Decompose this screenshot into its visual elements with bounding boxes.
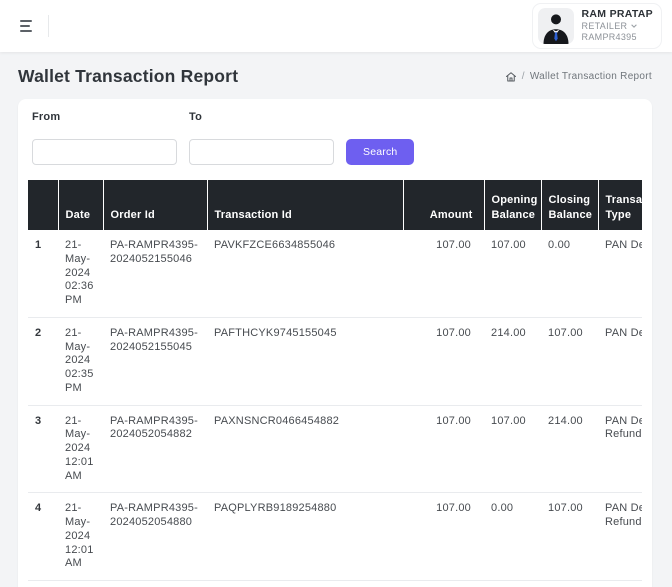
cell-sno: 4	[28, 492, 58, 581]
col-order-id: Order Id	[102, 180, 207, 230]
col-sno	[28, 180, 58, 230]
table-row: 1 21-May-2024 02:36 PM PA-RAMPR4395-2024…	[28, 230, 642, 318]
cell-transaction-id: PAXNSNCR0466454882	[207, 405, 403, 494]
cell-transaction-id: PAVKFZCE6634855046	[207, 230, 403, 318]
filter-bar: From To Search	[28, 111, 642, 165]
from-date-input[interactable]	[32, 139, 177, 165]
cell-opening-balance: 107.00	[484, 405, 541, 494]
cell-closing-balance: 107.00	[541, 492, 598, 581]
cell-date: 21-May-2024 12:01 AM	[58, 405, 103, 494]
cell-amount: 107.00	[403, 492, 484, 581]
cell-amount: 107.00	[403, 405, 484, 494]
to-date-input[interactable]	[189, 139, 334, 165]
cell-transaction-id: PAFTHCYK9745155045	[207, 317, 403, 406]
page-header: Wallet Transaction Report / Wallet Trans…	[0, 52, 672, 97]
menu-icon[interactable]	[18, 16, 34, 36]
avatar	[537, 8, 574, 44]
col-closing-balance: Closing Balance	[540, 180, 598, 230]
cell-date: 21-May-2024 12:01 AM	[58, 492, 103, 581]
report-card: From To Search Date Order Id Transaction…	[18, 99, 652, 587]
breadcrumb-separator: /	[521, 71, 525, 82]
breadcrumb-current: Wallet Transaction Report	[529, 71, 652, 82]
cell-opening-balance: 0.00	[484, 492, 541, 581]
user-id: RAMPR4395	[581, 32, 637, 43]
cell-order-id: PA-RAMPR4395-2024052155045	[103, 317, 207, 406]
cell-date: 21-May-2024 02:35 PM	[58, 317, 103, 406]
cell-transaction-type: PAN Debit Refund	[598, 405, 642, 494]
top-bar: RAM PRATAP RETAILER RAMPR4395	[0, 0, 672, 52]
cell-order-id: PA-RAMPR4395-2024052155046	[103, 230, 207, 318]
transactions-table-wrapper[interactable]: Date Order Id Transaction Id Amount Open…	[28, 180, 642, 581]
table-row: 2 21-May-2024 02:35 PM PA-RAMPR4395-2024…	[28, 317, 642, 406]
cell-sno: 2	[28, 317, 58, 406]
cell-sno: 1	[28, 230, 58, 318]
cell-closing-balance: 214.00	[541, 405, 598, 494]
cell-opening-balance: 107.00	[484, 230, 541, 318]
search-button[interactable]: Search	[346, 139, 415, 165]
cell-transaction-type: PAN Debit Refund	[598, 492, 642, 581]
cell-opening-balance: 214.00	[484, 317, 541, 406]
col-amount: Amount	[402, 180, 484, 230]
page-title: Wallet Transaction Report	[18, 66, 239, 86]
cell-closing-balance: 107.00	[541, 317, 598, 406]
home-icon[interactable]	[505, 71, 517, 83]
cell-sno: 3	[28, 405, 58, 494]
cell-transaction-type: PAN Debit	[598, 317, 642, 406]
table-row: 4 21-May-2024 12:01 AM PA-RAMPR4395-2024…	[28, 492, 642, 581]
breadcrumb: / Wallet Transaction Report	[505, 71, 652, 83]
cell-closing-balance: 0.00	[541, 230, 598, 318]
cell-amount: 107.00	[403, 230, 484, 318]
transactions-table: Date Order Id Transaction Id Amount Open…	[28, 180, 642, 581]
cell-date: 21-May-2024 02:36 PM	[58, 230, 103, 318]
col-opening-balance: Opening Balance	[483, 180, 541, 230]
col-date: Date	[57, 180, 103, 230]
cell-transaction-type: PAN Debit	[598, 230, 642, 318]
col-transaction-type: Transaction Type	[597, 180, 642, 230]
user-role: RETAILER	[581, 21, 628, 32]
cell-transaction-id: PAQPLYRB9189254880	[207, 492, 403, 581]
user-name: RAM PRATAP	[581, 8, 653, 21]
topbar-divider	[48, 15, 49, 37]
chevron-down-icon	[631, 24, 638, 29]
table-header-row: Date Order Id Transaction Id Amount Open…	[28, 180, 642, 230]
to-label: To	[189, 111, 203, 123]
cell-order-id: PA-RAMPR4395-2024052054880	[103, 492, 207, 581]
table-row: 3 21-May-2024 12:01 AM PA-RAMPR4395-2024…	[28, 405, 642, 494]
user-menu[interactable]: RAM PRATAP RETAILER RAMPR4395	[531, 3, 662, 49]
from-label: From	[32, 111, 61, 123]
cell-amount: 107.00	[403, 317, 484, 406]
cell-order-id: PA-RAMPR4395-2024052054882	[103, 405, 207, 494]
col-transaction-id: Transaction Id	[206, 180, 403, 230]
